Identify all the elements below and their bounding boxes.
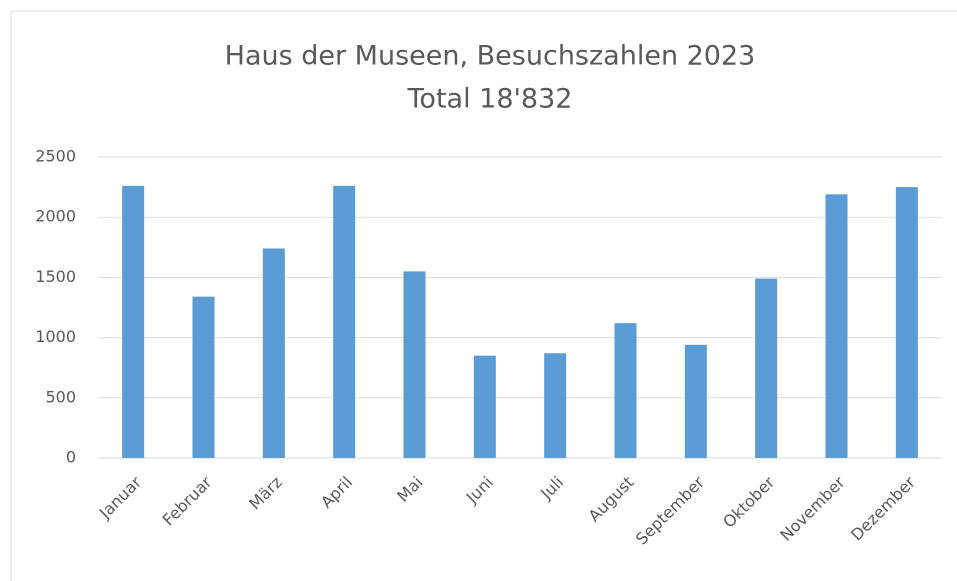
chart-title: Haus der Museen, Besuchszahlen 2023 <box>225 41 756 72</box>
bar <box>122 185 145 458</box>
bar <box>895 187 918 458</box>
bar <box>544 353 567 458</box>
bar <box>473 355 496 458</box>
chart-frame <box>10 10 957 581</box>
chart-subtitle: Total 18'832 <box>407 84 573 115</box>
y-tick-label: 2000 <box>35 207 76 226</box>
y-tick-label: 2500 <box>35 147 76 166</box>
bar <box>755 278 778 458</box>
y-tick-label: 1000 <box>35 327 76 346</box>
bar <box>684 344 707 458</box>
y-tick-label: 1500 <box>35 267 76 286</box>
y-tick-label: 0 <box>66 448 76 467</box>
bar <box>825 194 848 458</box>
bar <box>262 248 285 458</box>
bar <box>333 185 356 458</box>
y-tick-label: 500 <box>45 387 76 406</box>
bar <box>192 296 215 458</box>
bar <box>614 323 637 458</box>
bar <box>403 271 426 458</box>
